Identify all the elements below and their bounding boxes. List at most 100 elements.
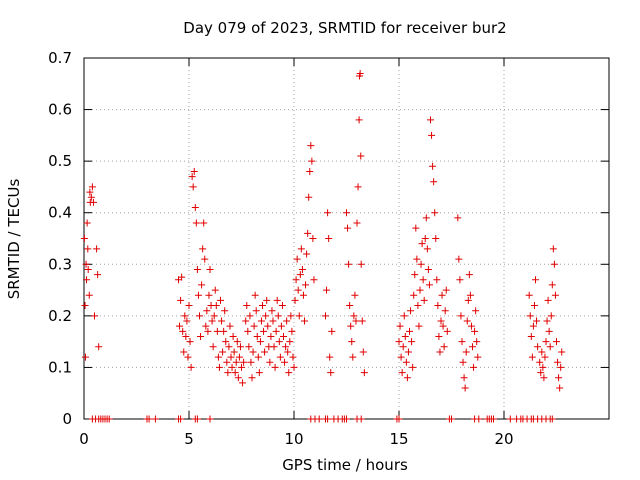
data-point <box>442 286 450 294</box>
data-point <box>277 322 285 330</box>
data-point <box>556 384 564 392</box>
data-point <box>438 291 446 299</box>
data-point <box>532 276 539 284</box>
data-point <box>465 271 473 279</box>
data-point <box>464 296 472 304</box>
data-point <box>351 291 359 299</box>
y-tick-label: 0.4 <box>48 204 72 222</box>
data-point <box>246 312 254 320</box>
data-point <box>456 276 464 284</box>
data-point <box>185 302 193 310</box>
data-point <box>414 302 422 310</box>
data-point <box>348 338 356 346</box>
data-point <box>433 276 441 284</box>
data-point <box>209 343 217 351</box>
data-point <box>441 307 449 315</box>
data-point <box>357 152 365 160</box>
data-point <box>213 327 221 335</box>
data-point <box>282 343 290 351</box>
data-point <box>228 363 236 371</box>
data-point <box>534 343 542 351</box>
data-point <box>271 363 279 371</box>
data-point <box>430 178 438 186</box>
data-point <box>345 260 353 268</box>
data-point <box>86 188 94 196</box>
data-point <box>281 358 289 366</box>
data-point <box>425 281 433 289</box>
data-point <box>540 374 548 382</box>
data-point <box>256 338 264 346</box>
data-point <box>401 332 409 340</box>
y-tick-label: 0.1 <box>48 358 72 376</box>
data-point <box>399 343 407 351</box>
data-point <box>284 348 292 356</box>
data-point <box>547 312 555 320</box>
data-point <box>253 332 261 340</box>
data-point <box>248 374 256 382</box>
data-point <box>309 235 317 242</box>
data-point <box>203 307 211 315</box>
y-tick-label: 0 <box>62 410 72 428</box>
data-point <box>268 307 276 315</box>
data-point <box>235 353 243 361</box>
data-point <box>410 291 418 299</box>
data-point <box>315 415 323 423</box>
data-point <box>544 296 552 304</box>
data-point <box>440 343 448 351</box>
data-point <box>350 312 358 320</box>
data-point <box>215 363 223 371</box>
chart-title: Day 079 of 2023, SRMTID for receiver bur… <box>183 19 506 37</box>
data-point <box>455 255 463 263</box>
data-point <box>416 286 424 294</box>
data-point <box>463 317 471 325</box>
data-point <box>226 322 234 330</box>
data-point <box>396 322 404 330</box>
data-point <box>181 312 189 320</box>
data-point <box>533 317 541 325</box>
data-point <box>448 415 455 423</box>
data-point <box>554 358 562 366</box>
data-point <box>214 353 222 361</box>
data-point <box>355 116 363 124</box>
data-point <box>206 415 214 423</box>
data-point <box>202 322 210 330</box>
data-point <box>81 353 89 361</box>
data-point <box>244 327 252 335</box>
data-point <box>294 286 302 294</box>
data-point <box>349 353 357 361</box>
data-point <box>247 358 255 366</box>
data-point <box>260 327 268 335</box>
data-point <box>274 312 282 320</box>
data-point <box>462 348 470 356</box>
data-point <box>179 327 187 335</box>
data-point <box>224 369 232 377</box>
data-point <box>359 348 367 356</box>
data-point <box>210 312 218 320</box>
data-point <box>285 369 293 377</box>
data-point <box>217 296 224 304</box>
data-point <box>459 358 467 366</box>
data-point <box>177 296 185 304</box>
data-point <box>553 338 560 346</box>
x-axis-label: GPS time / hours <box>282 456 408 474</box>
data-point <box>188 173 196 181</box>
data-point <box>93 245 101 253</box>
data-point <box>344 224 352 232</box>
data-point <box>233 338 241 346</box>
x-tick-label: 0 <box>79 430 89 448</box>
data-point <box>199 245 207 253</box>
data-point <box>178 273 186 281</box>
data-point <box>404 348 412 356</box>
data-point <box>245 343 253 351</box>
data-point <box>227 353 235 361</box>
data-point <box>252 307 260 315</box>
data-point <box>275 338 283 346</box>
data-point <box>538 348 546 356</box>
data-point <box>308 157 316 165</box>
data-point <box>204 327 212 335</box>
data-point <box>325 235 333 242</box>
data-point <box>458 338 466 346</box>
data-point <box>343 415 350 423</box>
data-point <box>278 302 286 310</box>
data-point <box>541 353 549 361</box>
